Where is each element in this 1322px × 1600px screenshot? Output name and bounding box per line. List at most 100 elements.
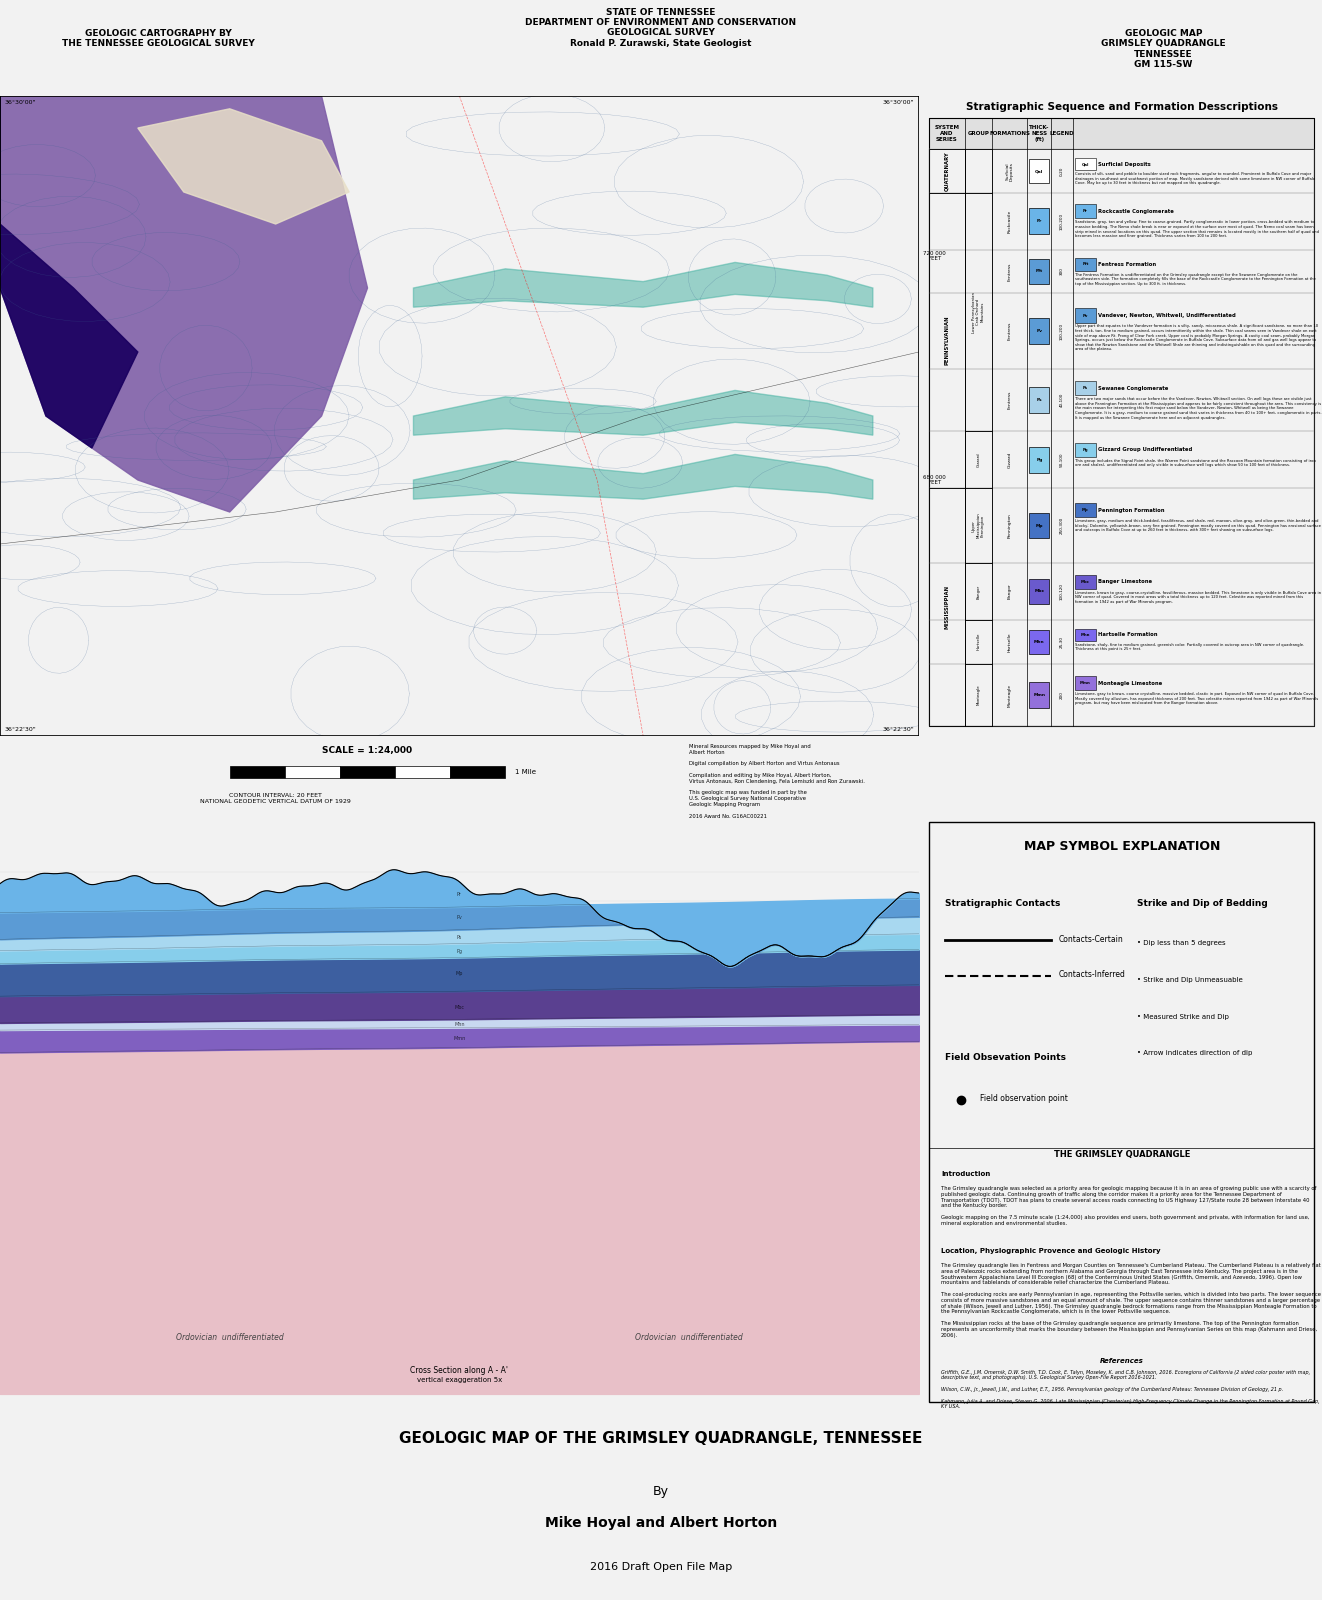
Text: QUATERNARY: QUATERNARY (944, 152, 949, 190)
Text: Ps: Ps (1083, 386, 1088, 390)
Text: References: References (1100, 1358, 1144, 1363)
Text: 36°30'00": 36°30'00" (883, 101, 915, 106)
Bar (1075, 258, 1096, 270)
Text: Hartselle: Hartselle (1007, 632, 1011, 651)
Text: Pft: Pft (1083, 262, 1088, 267)
Text: 50-100: 50-100 (1060, 453, 1064, 467)
Bar (965, 563, 992, 619)
Text: Mp: Mp (456, 971, 463, 976)
Text: LEGEND: LEGEND (1050, 131, 1075, 136)
Text: Fentress: Fentress (1007, 322, 1011, 341)
Text: Rockcastle: Rockcastle (1007, 210, 1011, 234)
Text: Banger Limestone: Banger Limestone (1099, 579, 1153, 584)
Bar (1030, 514, 1050, 539)
Text: Gizzard: Gizzard (1007, 451, 1011, 467)
Bar (1075, 443, 1096, 458)
Bar (1030, 387, 1050, 413)
Text: 1 Mile: 1 Mile (514, 770, 535, 774)
Bar (1030, 446, 1050, 472)
Text: CONTOUR INTERVAL: 20 FEET
NATIONAL GEODETIC VERTICAL DATUM OF 1929: CONTOUR INTERVAL: 20 FEET NATIONAL GEODE… (200, 794, 352, 803)
Text: Mbc: Mbc (455, 1005, 464, 1010)
Text: Pr: Pr (457, 893, 461, 898)
Bar (1030, 682, 1050, 707)
Bar (929, 250, 1314, 293)
Text: Location, Physiographic Provence and Geologic History: Location, Physiographic Provence and Geo… (941, 1248, 1161, 1254)
Text: Mineral Resources mapped by Mike Hoyal and
Albert Horton

Digital compilation by: Mineral Resources mapped by Mike Hoyal a… (689, 744, 865, 819)
Text: Field observation point: Field observation point (981, 1094, 1068, 1102)
Text: Mike Hoyal and Albert Horton: Mike Hoyal and Albert Horton (545, 1515, 777, 1530)
Text: Stratigraphic Sequence and Formation Desscriptions: Stratigraphic Sequence and Formation Des… (965, 102, 1278, 112)
Text: By: By (653, 1485, 669, 1498)
Bar (1030, 208, 1050, 234)
Text: Sandstone, gray, tan and yellow. Fine to coarse-grained. Partly conglomeratic in: Sandstone, gray, tan and yellow. Fine to… (1075, 221, 1318, 238)
Text: Limestone, gray, medium and thick-bedded, fossiliferous, and shale, red, maroon,: Limestone, gray, medium and thick-bedded… (1075, 518, 1321, 533)
Text: Mmn: Mmn (1080, 682, 1091, 685)
Text: The Fentress Formation is undifferentiated on the Grimsley quadrangle except for: The Fentress Formation is undifferentiat… (1075, 272, 1315, 286)
Text: The Grimsley quadrangle lies in Fentress and Morgan Counties on Tennessee's Cumb: The Grimsley quadrangle lies in Fentress… (941, 1262, 1321, 1338)
Text: Ordovician  undifferentiated: Ordovician undifferentiated (635, 1333, 743, 1342)
Text: Rockcastle Conglomerate: Rockcastle Conglomerate (1099, 210, 1174, 214)
Text: This group includes the Signal Point shale, the Warren Point sandstone and the R: This group includes the Signal Point sha… (1075, 459, 1315, 467)
Text: Sewanee Conglomerate: Sewanee Conglomerate (1099, 386, 1169, 390)
Bar (929, 368, 1314, 432)
Bar (929, 293, 1314, 368)
Text: Limestone, brown to gray, coarse-crystalline, fossiliferous, massive bedded. Thi: Limestone, brown to gray, coarse-crystal… (1075, 590, 1321, 603)
Text: Cross Section along A - A': Cross Section along A - A' (410, 1366, 509, 1374)
Bar (1075, 205, 1096, 219)
Polygon shape (137, 109, 349, 224)
Text: GROUP: GROUP (968, 131, 989, 136)
Text: Vandever, Newton, Whitwell, Undifferentiated: Vandever, Newton, Whitwell, Undifferenti… (1099, 314, 1236, 318)
Bar (1075, 574, 1096, 589)
Bar (965, 488, 992, 563)
Text: 36°22'30": 36°22'30" (883, 726, 915, 731)
Text: Pv: Pv (1036, 330, 1042, 333)
Text: Limestone, gray to brown, coarse crystalline, massive bedded, clastic in part. E: Limestone, gray to brown, coarse crystal… (1075, 693, 1318, 706)
Text: GEOLOGIC CARTOGRAPHY BY
THE TENNESSEE GEOLOGICAL SURVEY: GEOLOGIC CARTOGRAPHY BY THE TENNESSEE GE… (62, 29, 255, 48)
Text: Consists of silt, sand and pebble to boulder sized rock fragments, angular to ro: Consists of silt, sand and pebble to bou… (1075, 173, 1315, 186)
Text: 100-120: 100-120 (1060, 582, 1064, 600)
Text: PENNSYLVANIAN: PENNSYLVANIAN (944, 315, 949, 365)
Text: • Strike and Dip Unmeasuable: • Strike and Dip Unmeasuable (1137, 978, 1243, 982)
Text: 2016 Draft Open File Map: 2016 Draft Open File Map (590, 1562, 732, 1571)
Bar (1075, 309, 1096, 323)
Text: 300: 300 (1060, 267, 1064, 275)
Text: 680 000
FEET: 680 000 FEET (923, 475, 947, 485)
Text: Monteagle: Monteagle (1007, 683, 1011, 707)
Text: 25-30: 25-30 (1060, 635, 1064, 648)
Text: 0-20: 0-20 (1060, 166, 1064, 176)
Bar (929, 149, 1314, 194)
Bar (395, 766, 451, 778)
Text: Hartselle: Hartselle (977, 634, 981, 650)
Text: Pft: Pft (1035, 269, 1043, 274)
Text: Stratigraphic Contacts: Stratigraphic Contacts (945, 899, 1060, 907)
Text: Gizzard: Gizzard (977, 453, 981, 467)
Polygon shape (414, 390, 873, 435)
Bar (929, 1147, 1314, 1402)
Bar (1075, 158, 1096, 170)
Text: Strike and Dip of Bedding: Strike and Dip of Bedding (1137, 899, 1268, 907)
Bar (1030, 158, 1050, 182)
Text: Mbc: Mbc (1081, 579, 1089, 584)
Text: Monteagle: Monteagle (977, 685, 981, 706)
Text: Contacts-Certain: Contacts-Certain (1059, 934, 1124, 944)
Bar (929, 563, 1314, 619)
Polygon shape (0, 96, 137, 448)
Text: Field Obsevation Points: Field Obsevation Points (945, 1053, 1066, 1062)
Text: Pv: Pv (456, 915, 463, 920)
Text: 36°22'30": 36°22'30" (4, 726, 36, 731)
Bar (1075, 502, 1096, 517)
Text: There are two major sands that occur before the the Vandever, Newton, Whitwell s: There are two major sands that occur bef… (1075, 397, 1322, 419)
Text: Fentress Formation: Fentress Formation (1099, 262, 1157, 267)
Text: Pg: Pg (456, 949, 463, 954)
Text: • Arrow indicates direction of dip: • Arrow indicates direction of dip (1137, 1051, 1253, 1056)
Text: Surficial Deposits: Surficial Deposits (1099, 162, 1151, 166)
Text: STATE OF TENNESSEE
DEPARTMENT OF ENVIRONMENT AND CONSERVATION
GEOLOGICAL SURVEY
: STATE OF TENNESSEE DEPARTMENT OF ENVIRON… (525, 8, 797, 48)
Bar (1075, 677, 1096, 690)
Text: Mbc: Mbc (1034, 589, 1044, 594)
Bar (284, 766, 340, 778)
Text: 100-200: 100-200 (1060, 323, 1064, 339)
Bar (929, 432, 1314, 488)
Text: MISSISSIPPIAN: MISSISSIPPIAN (944, 586, 949, 629)
Text: Mhn: Mhn (455, 1022, 464, 1027)
Text: 40-100: 40-100 (1060, 394, 1064, 408)
